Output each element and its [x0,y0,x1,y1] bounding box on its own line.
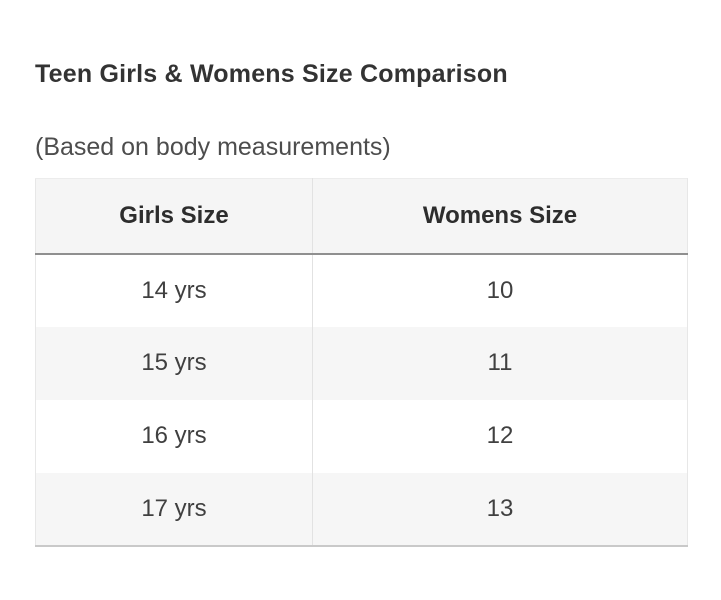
page-title: Teen Girls & Womens Size Comparison [35,60,508,88]
girls-size-cell: 14 yrs [35,253,313,327]
table-row: 16 yrs 12 [35,399,688,473]
girls-size-cell: 15 yrs [35,326,313,400]
womens-size-cell: 12 [486,422,514,449]
table-row: 15 yrs 11 [35,326,688,400]
table-header: Girls Size Womens Size [35,178,688,255]
girls-size-cell: 16 yrs [35,399,313,473]
column-header-girls-size: Girls Size [35,178,313,255]
table-row: 14 yrs 10 [35,253,688,327]
womens-size-cell: 11 [487,349,513,376]
page-subtitle: (Based on body measurements) [35,133,391,161]
womens-size-cell: 10 [486,276,514,304]
girls-size-cell: 17 yrs [35,472,313,546]
header-row: Girls Size Womens Size [35,178,688,255]
column-header-womens-size: Womens Size [312,178,688,255]
table-body: 14 yrs 10 15 yrs 11 16 yrs 12 17 yrs 13 [35,253,688,546]
size-comparison-table: Girls Size Womens Size 14 yrs 10 15 yrs … [35,178,688,547]
womens-size-cell: 13 [486,494,514,522]
table-row: 17 yrs 13 [35,472,688,546]
